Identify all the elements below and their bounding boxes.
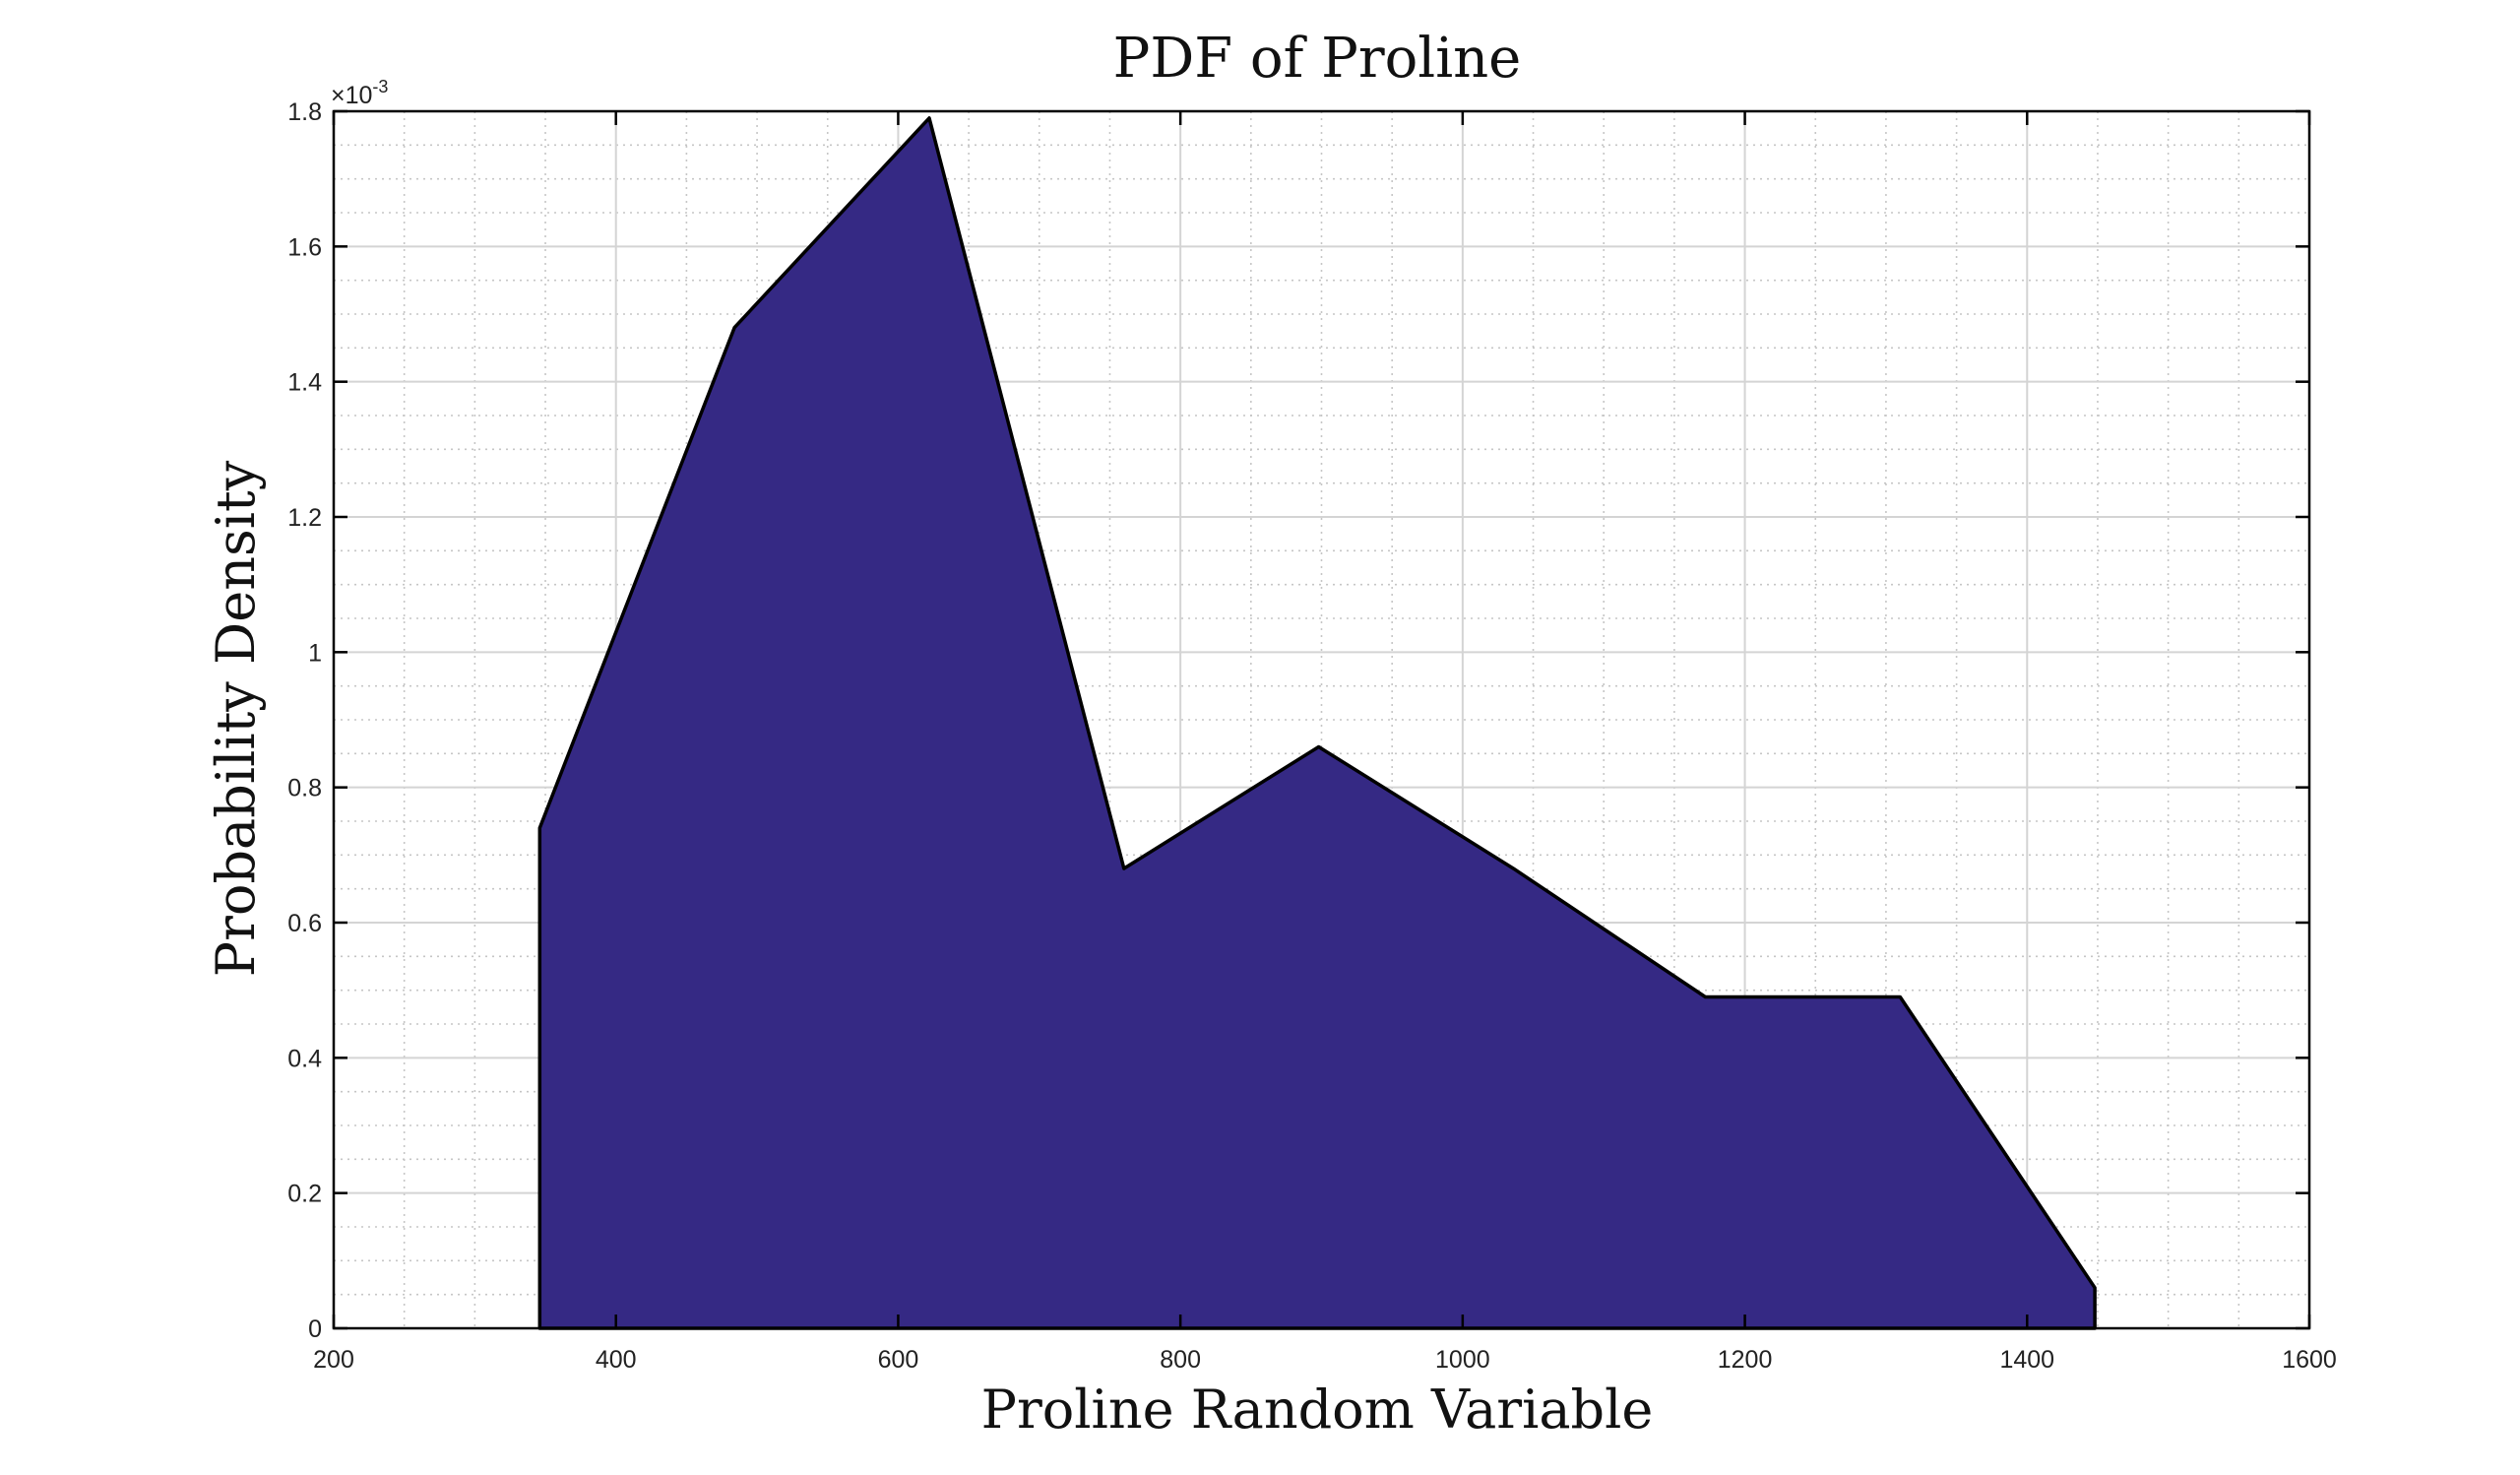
y-tick-label: 1.8 bbox=[287, 98, 322, 126]
y-tick-label: 0.4 bbox=[287, 1045, 322, 1072]
x-axis-label: Proline Random Variable bbox=[981, 1379, 1654, 1441]
x-tick-label: 400 bbox=[596, 1346, 637, 1374]
y-exponent-base: ×10 bbox=[331, 82, 372, 109]
x-tick-label: 800 bbox=[1160, 1346, 1201, 1374]
y-tick-label: 1.4 bbox=[287, 369, 322, 397]
y-exponent-power: -3 bbox=[372, 77, 388, 96]
y-axis-label: Probability Density bbox=[205, 460, 267, 977]
axes-box bbox=[332, 109, 2311, 1330]
density-area bbox=[537, 116, 2097, 1330]
y-tick-label: 1 bbox=[308, 639, 322, 667]
x-tick-label: 200 bbox=[313, 1346, 354, 1374]
y-tick-label: 0.8 bbox=[287, 775, 322, 802]
y-tick-label: 1.2 bbox=[287, 504, 322, 532]
y-exponent-label: ×10-3 bbox=[331, 77, 388, 109]
y-tick-label: 0 bbox=[308, 1315, 322, 1343]
y-tick-label: 1.6 bbox=[287, 233, 322, 261]
tick-labels: 200 400 600 800 1000 1200 1400 1600 0 0.2 0.4 0.6 0.… bbox=[287, 98, 2337, 1374]
y-tick-label: 0.2 bbox=[287, 1181, 322, 1208]
chart-title: PDF of Proline bbox=[1113, 27, 1522, 91]
x-tick-label: 1000 bbox=[1435, 1346, 1490, 1374]
y-tick-label: 0.6 bbox=[287, 910, 322, 937]
x-tick-label: 1600 bbox=[2282, 1346, 2337, 1374]
tick-marks bbox=[332, 109, 2311, 1330]
x-tick-label: 600 bbox=[878, 1346, 919, 1374]
area-layer bbox=[537, 116, 2097, 1330]
x-tick-label: 1200 bbox=[1718, 1346, 1773, 1374]
x-tick-label: 1400 bbox=[1999, 1346, 2054, 1374]
